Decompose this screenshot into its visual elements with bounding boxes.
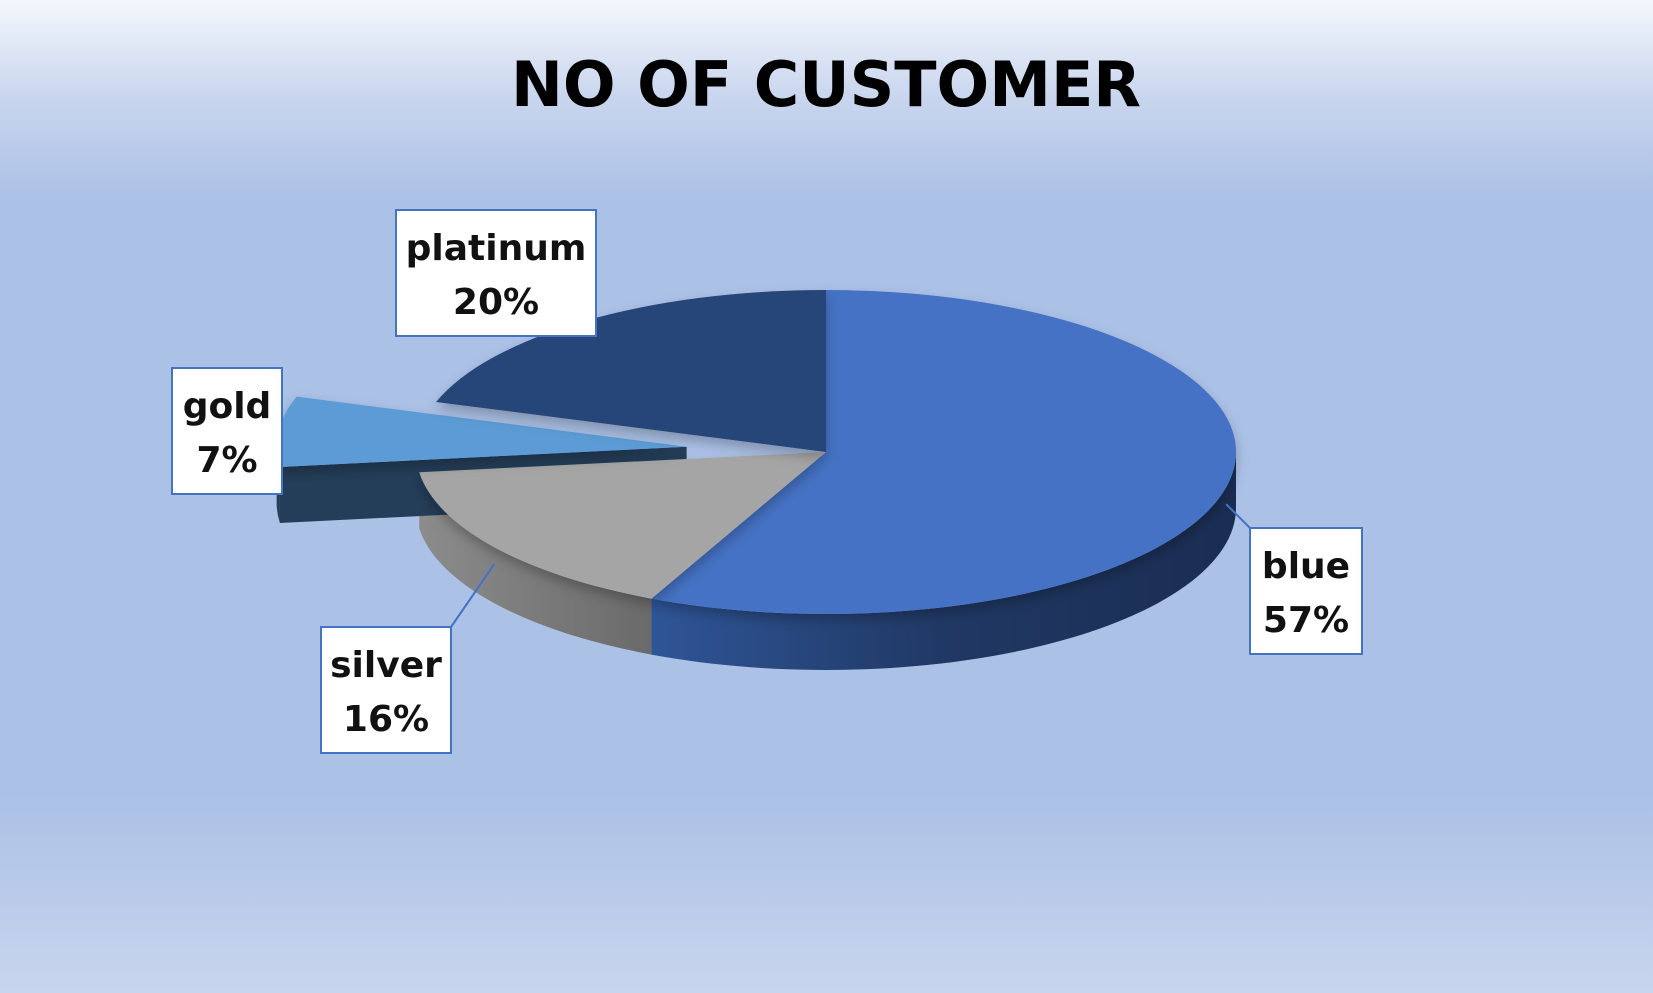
label-name-gold: gold — [183, 386, 272, 427]
label-group: blue 57% silver 16% gold 7% platinum 20% — [171, 209, 1363, 754]
label-value-gold: 7% — [196, 440, 257, 481]
label-name-blue: blue — [1262, 546, 1350, 587]
callout-pointer-silver — [450, 563, 496, 628]
slice-platinum[interactable] — [436, 290, 826, 452]
callout-box-platinum — [395, 209, 597, 337]
pie-group — [276, 290, 1237, 670]
label-name-silver: silver — [330, 645, 442, 686]
label-value-platinum: 20% — [453, 282, 539, 323]
label-name-platinum: platinum — [406, 228, 587, 269]
label-value-silver: 16% — [343, 699, 429, 740]
chart-title: NO OF CUSTOMER — [511, 48, 1141, 121]
slice-side-silver — [419, 472, 652, 655]
slice-side-blue — [651, 452, 1236, 670]
slice-silver[interactable] — [419, 452, 826, 599]
label-value-blue: 57% — [1263, 600, 1349, 641]
callout-pointer-blue — [1225, 503, 1251, 529]
slice-gold[interactable] — [276, 396, 687, 468]
callout-box-silver — [320, 626, 452, 754]
callout-box-blue — [1249, 527, 1363, 655]
slice-blue[interactable] — [651, 290, 1237, 614]
callout-box-gold — [171, 367, 283, 495]
